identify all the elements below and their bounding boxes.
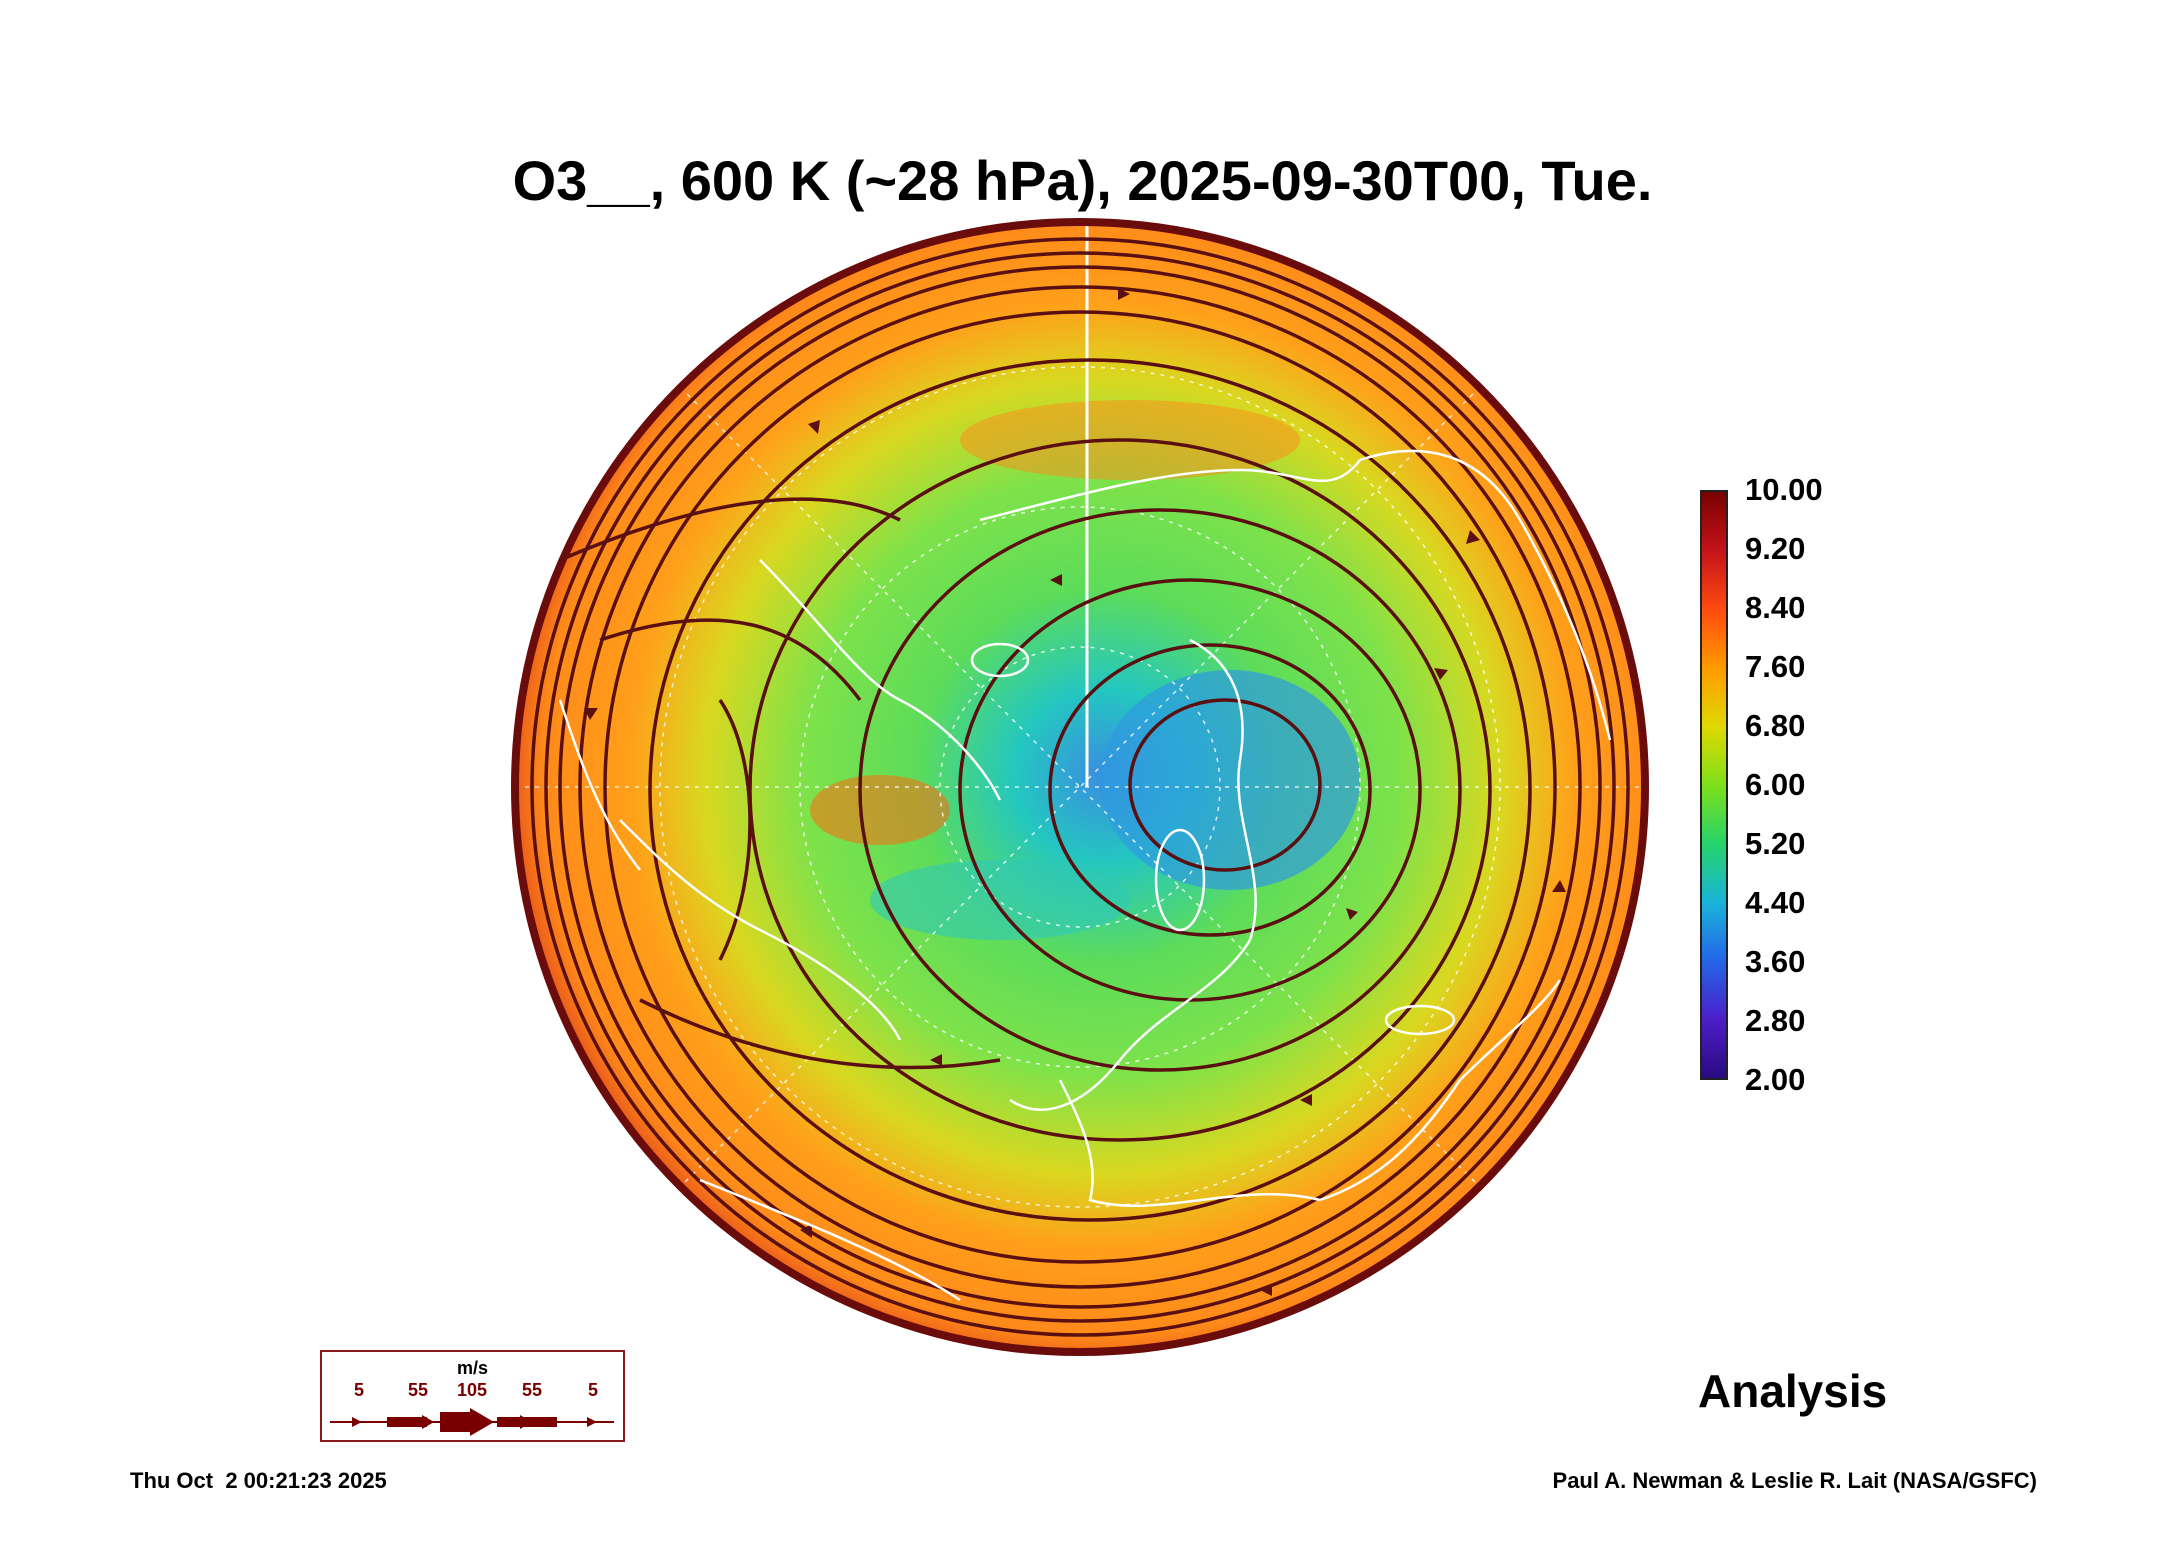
ozone-field-disc [515,222,1645,1352]
timestamp: Thu Oct 2 00:21:23 2025 [130,1468,387,1493]
colorbar-label: 6.80 [1745,708,1806,743]
colorbar-label: 5.20 [1745,826,1806,861]
legend-tick-1: 5 [354,1380,365,1400]
analysis-label: Analysis [1698,1365,1888,1417]
low-ozone-tongue [870,860,1130,940]
colorbar-label: 2.00 [1745,1062,1806,1097]
colorbar [1700,490,1728,1080]
colorbar-label: 4.40 [1745,885,1806,920]
graticule [515,366,1645,1208]
wind-speed-legend: m/s 5 55 105 55 5 [320,1350,625,1442]
streamline-arrows [584,288,1566,1296]
low-ozone-core [1100,670,1360,890]
legend-tick-2: 55 [408,1380,429,1400]
colorbar-label: 10.00 [1745,472,1823,507]
legend-tick-4: 55 [522,1380,543,1400]
legend-tick-5: 5 [588,1380,599,1400]
high-ozone-patch [810,775,950,845]
legend-tick-3: 105 [457,1380,488,1400]
colorbar-label: 7.60 [1745,649,1806,684]
page-title: O3__, 600 K (~28 hPa), 2025-09-30T00, Tu… [512,149,1653,212]
colorbar-label: 8.40 [1745,590,1806,625]
colorbar-label: 3.60 [1745,944,1806,979]
legend-unit: m/s [456,1358,489,1378]
colorbar-label: 6.00 [1745,767,1806,802]
coastlines [558,449,1612,1302]
colorbar-label: 9.20 [1745,531,1806,566]
legend-arrows [330,1408,614,1436]
disc-rim [511,218,1649,1356]
credit: Paul A. Newman & Leslie R. Lait (NASA/GS… [1552,1468,2037,1493]
colorbar-label: 2.80 [1745,1003,1806,1038]
